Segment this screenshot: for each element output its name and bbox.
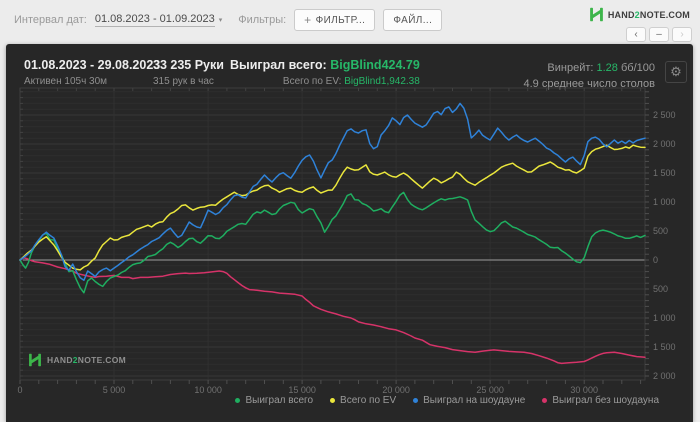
y-axis-label: 2 000 — [653, 139, 676, 149]
session-dates-block: 01.08.2023 - 29.08.2023 Активен 105ч 30м — [24, 58, 160, 87]
chart-legend: Выиграл всего Всего по EV Выиграл на шоуда… — [235, 395, 659, 406]
legend-item[interactable]: Выиграл без шоудауна — [542, 395, 659, 406]
y-axis-label: 1 000 — [653, 313, 676, 323]
file-button[interactable]: ФАЙЛ... — [383, 9, 443, 31]
x-axis-label: 15 000 — [288, 385, 316, 395]
legend-dot — [235, 398, 241, 403]
legend-label: Выиграл без шоудауна — [552, 395, 659, 406]
x-axis-label: 30 000 — [570, 385, 598, 395]
y-axis-label: 500 — [653, 226, 668, 236]
topbar: Интервал дат: 01.08.2023 - 01.09.2023 ▾ … — [14, 9, 443, 31]
winnings-graph: 2 500 2 000 1 500 1 000 500 0 500 1 000 1 500 2 0… — [17, 87, 676, 395]
hands-count: 33 235 Руки — [153, 58, 224, 72]
watermark: HAND2NOTE.COM — [28, 353, 126, 367]
winrate-value: 1.28 — [596, 62, 618, 74]
legend-label: Всего по EV — [340, 395, 397, 406]
logo-text: HAND2NOTE.COM — [607, 9, 690, 20]
winrate-block: Винрейт: 1.28 бб/100 4.9 среднее число с… — [523, 60, 655, 92]
y-axis-label: 1 000 — [653, 197, 676, 207]
winnings-block: Выиграл всего: BigBlind424.79 Всего по E… — [230, 58, 420, 87]
chart-panel: 01.08.2023 - 29.08.2023 Активен 105ч 30м… — [6, 44, 693, 422]
active-time: Активен 105ч 30м — [24, 76, 108, 87]
nav-back-button[interactable]: ‹ — [626, 27, 646, 42]
date-range-picker[interactable]: 01.08.2023 - 01.09.2023 — [94, 13, 215, 27]
chevron-down-icon[interactable]: ▾ — [218, 17, 223, 24]
y-axis-label: 0 — [653, 255, 658, 265]
ev-total-value: BigBlind1,942.38 — [344, 76, 420, 87]
filters-label: Фильтры: — [238, 14, 287, 26]
nav-dash-button[interactable]: – — [649, 27, 669, 42]
history-nav: ‹ – › — [626, 27, 692, 42]
series-line — [19, 102, 646, 282]
hands-block: 33 235 Руки 315 рук в час — [153, 58, 224, 87]
x-axis-label: 5 000 — [103, 385, 126, 395]
hand2note-h-icon — [589, 7, 603, 22]
y-axis-label: 2 000 — [653, 371, 676, 381]
y-axis-label: 1 500 — [653, 168, 676, 178]
legend-dot — [413, 398, 419, 403]
settings-button[interactable]: ⚙ — [665, 61, 687, 83]
series-line — [19, 256, 646, 365]
won-total: Выиграл всего: BigBlind424.79 — [230, 58, 420, 72]
watermark-text: HAND2NOTE.COM — [47, 355, 127, 365]
legend-item[interactable]: Выиграл всего — [235, 395, 313, 406]
legend-label: Выиграл всего — [245, 395, 314, 406]
won-total-value: BigBlind424.79 — [330, 58, 420, 72]
x-axis-label: 10 000 — [194, 385, 222, 395]
legend-item[interactable]: Выиграл на шоудауне — [413, 395, 525, 406]
nav-forward-button[interactable]: › — [672, 27, 692, 42]
x-axis-label: 0 — [17, 385, 22, 395]
x-axis-label: 25 000 — [476, 385, 504, 395]
x-axis-label: 20 000 — [382, 385, 410, 395]
legend-dot — [542, 398, 548, 403]
avg-tables: 4.9 среднее число столов — [523, 78, 655, 90]
legend-item[interactable]: Всего по EV — [330, 395, 396, 406]
y-axis-label: 2 500 — [653, 110, 676, 120]
legend-dot — [330, 398, 336, 403]
plus-icon: + — [304, 13, 312, 27]
winrate-line: Винрейт: 1.28 бб/100 — [547, 62, 655, 74]
add-filter-button[interactable]: + ФИЛЬТР... — [294, 9, 376, 31]
legend-label: Выиграл на шоудауне — [423, 395, 526, 406]
gear-icon: ⚙ — [670, 64, 682, 79]
series-line — [19, 144, 646, 271]
interval-label: Интервал дат: — [14, 14, 87, 26]
hand2note-logo: HAND2NOTE.COM — [589, 7, 690, 22]
y-axis-label: 1 500 — [653, 342, 676, 352]
hand2note-h-icon — [29, 353, 41, 367]
y-axis-label: 500 — [653, 284, 668, 294]
plot-border — [19, 87, 646, 381]
hands-per-hour: 315 рук в час — [153, 76, 214, 87]
session-date-range: 01.08.2023 - 29.08.2023 — [24, 58, 161, 72]
ev-total: Всего по EV: BigBlind1,942.38 — [282, 76, 420, 87]
series-line — [19, 191, 646, 294]
